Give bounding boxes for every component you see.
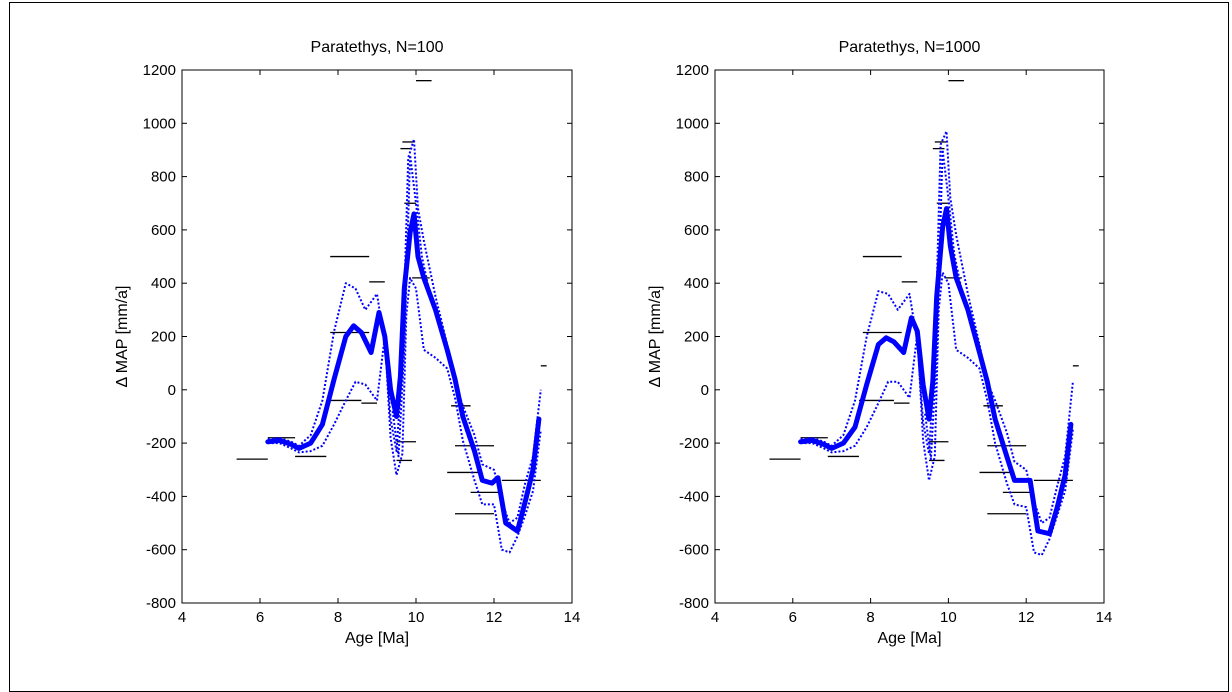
series-lower-line [800, 271, 1074, 556]
y-axis-label: Δ MAP [mm/a] [647, 286, 664, 388]
y-tick-label: 1200 [143, 62, 176, 79]
chart-title: Paratethys, N=1000 [839, 39, 981, 56]
chart-title: Paratethys, N=100 [311, 39, 444, 56]
y-tick-label: 600 [151, 222, 176, 239]
x-tick-label: 12 [486, 609, 503, 626]
y-tick-label: 1000 [143, 115, 176, 132]
plot-content [769, 80, 1079, 556]
y-tick-label: 600 [684, 222, 709, 239]
y-tick-label: 200 [151, 329, 176, 346]
x-tick-label: 14 [1096, 609, 1113, 626]
series-fringe-line [924, 148, 965, 461]
x-axis-label: Age [Ma] [877, 630, 941, 647]
y-tick-label: 400 [684, 275, 709, 292]
y-tick-label: -600 [679, 542, 709, 559]
y-tick-label: -400 [146, 488, 176, 505]
y-tick-label: 200 [684, 329, 709, 346]
x-axis-label: Age [Ma] [345, 630, 409, 647]
chart-panel-right: 4 6 8 10 12 14 -800 -600 -400 -200 0 200 400 600 800 10… [647, 39, 1112, 647]
x-tick-label: 8 [334, 609, 342, 626]
x-tick-label: 12 [1018, 609, 1035, 626]
x-tick-label: 14 [564, 609, 581, 626]
y-tick-label: -800 [679, 595, 709, 612]
series-fringe-line [391, 154, 433, 458]
plot-content [236, 80, 547, 554]
y-tick-label: 0 [701, 382, 709, 399]
series-lower-line [267, 276, 542, 554]
x-tick-label: 4 [711, 609, 719, 626]
plot-area [181, 69, 573, 604]
y-tick-label: -200 [679, 435, 709, 452]
x-tick-label: 10 [408, 609, 425, 626]
x-tick-label: 4 [178, 609, 186, 626]
y-tick-label: -800 [146, 595, 176, 612]
y-axis-label: Δ MAP [mm/a] [114, 286, 131, 388]
series-upper-line [267, 138, 542, 524]
figure-canvas: 4 6 8 10 12 14 -800 -600 -400 -200 0 200 400 600 800 10… [114, 39, 1112, 647]
y-tick-label: 0 [168, 382, 176, 399]
x-tick-label: 6 [256, 609, 264, 626]
y-tick-label: -600 [146, 542, 176, 559]
x-tick-label: 10 [940, 609, 957, 626]
x-tick-label: 8 [866, 609, 874, 626]
y-tick-label: 400 [151, 275, 176, 292]
series-mean-line [798, 206, 1074, 537]
y-tick-label: 1000 [676, 115, 709, 132]
chart-panel-left: 4 6 8 10 12 14 -800 -600 -400 -200 0 200 400 600 800 10… [114, 39, 580, 647]
y-tick-label: -200 [146, 435, 176, 452]
x-tick-label: 6 [789, 609, 797, 626]
y-tick-label: 800 [151, 169, 176, 186]
y-tick-label: 800 [684, 169, 709, 186]
y-tick-label: -400 [679, 488, 709, 505]
y-tick-label: 1200 [676, 62, 709, 79]
